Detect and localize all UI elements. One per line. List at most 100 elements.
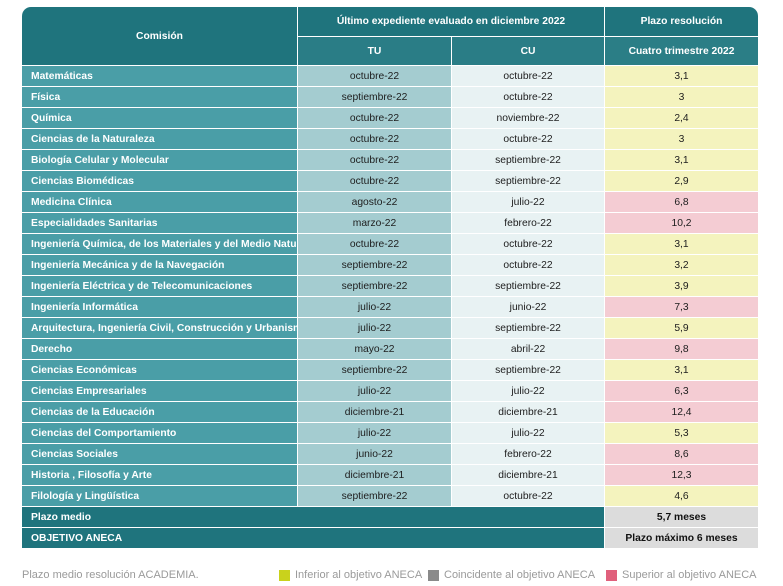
- cu-value: octubre-22: [452, 66, 605, 87]
- plazo-value: 5,9: [605, 318, 758, 339]
- header-plazo-resolucion: Plazo resolución: [605, 7, 758, 37]
- commission-name: Matemáticas: [22, 66, 298, 87]
- commission-name: Ciencias de la Educación: [22, 402, 298, 423]
- table-row: Ciencias Empresariales julio-22 julio-22 6,…: [22, 381, 758, 402]
- commission-name: Ingeniería Eléctrica y de Telecomunicaci…: [22, 276, 298, 297]
- cu-value: julio-22: [452, 192, 605, 213]
- commission-name: Ingeniería Informática: [22, 297, 298, 318]
- cu-value: septiembre-22: [452, 318, 605, 339]
- table-row: Ingeniería Química, de los Materiales y …: [22, 234, 758, 255]
- plazo-medio-label: Plazo medio: [22, 507, 605, 528]
- tu-value: octubre-22: [298, 171, 452, 192]
- commission-name: Especialidades Sanitarias: [22, 213, 298, 234]
- tu-value: octubre-22: [298, 150, 452, 171]
- header-period: Cuatro trimestre 2022: [605, 37, 758, 66]
- plazo-value: 3: [605, 87, 758, 108]
- header-comision: Comisión: [22, 7, 298, 66]
- legend-label-coincidente: Coincidente al objetivo ANECA: [444, 569, 596, 581]
- plazo-resolucion-table: Comisión Último expediente evaluado en d…: [22, 7, 758, 549]
- commission-name: Medicina Clínica: [22, 192, 298, 213]
- table-row: Especialidades Sanitarias marzo-22 febrero…: [22, 213, 758, 234]
- commission-name: Ciencias Sociales: [22, 444, 298, 465]
- cu-value: julio-22: [452, 423, 605, 444]
- plazo-medio-value: 5,7 meses: [605, 507, 758, 528]
- legend-swatch-inferior: [279, 569, 290, 581]
- commission-name: Física: [22, 87, 298, 108]
- table-row: Ciencias de la Naturaleza octubre-22 octub…: [22, 129, 758, 150]
- tu-value: julio-22: [298, 318, 452, 339]
- commission-name: Ingeniería Química, de los Materiales y …: [22, 234, 298, 255]
- cu-value: octubre-22: [452, 87, 605, 108]
- table-row: Ciencias del Comportamiento julio-22 julio…: [22, 423, 758, 444]
- plazo-value: 3,1: [605, 66, 758, 87]
- cu-value: septiembre-22: [452, 171, 605, 192]
- table-row: Arquitectura, Ingeniería Civil, Construc…: [22, 318, 758, 339]
- commission-name: Ciencias Económicas: [22, 360, 298, 381]
- objetivo-aneca-label: OBJETIVO ANECA: [22, 528, 605, 549]
- cu-value: junio-22: [452, 297, 605, 318]
- tu-value: diciembre-21: [298, 465, 452, 486]
- plazo-value: 3,1: [605, 360, 758, 381]
- header-tu: TU: [298, 37, 452, 66]
- cu-value: diciembre-21: [452, 402, 605, 423]
- cu-value: octubre-22: [452, 255, 605, 276]
- tu-value: octubre-22: [298, 66, 452, 87]
- tu-value: junio-22: [298, 444, 452, 465]
- tu-value: septiembre-22: [298, 486, 452, 507]
- table-row: Ciencias Económicas septiembre-22 septiemb…: [22, 360, 758, 381]
- table-row: Medicina Clínica agosto-22 julio-22 6,8: [22, 192, 758, 213]
- legend-label-inferior: Inferior al objetivo ANECA: [295, 569, 423, 581]
- tu-value: octubre-22: [298, 129, 452, 150]
- cu-value: julio-22: [452, 381, 605, 402]
- commission-name: Historia , Filosofía y Arte: [22, 465, 298, 486]
- tu-value: octubre-22: [298, 234, 452, 255]
- legend-swatch-superior: [606, 569, 617, 581]
- table-row: Ingeniería Mecánica y de la Navegación se…: [22, 255, 758, 276]
- cu-value: diciembre-21: [452, 465, 605, 486]
- commission-name: Ingeniería Mecánica y de la Navegación: [22, 255, 298, 276]
- plazo-value: 5,3: [605, 423, 758, 444]
- plazo-value: 6,8: [605, 192, 758, 213]
- plazo-value: 9,8: [605, 339, 758, 360]
- cu-value: octubre-22: [452, 234, 605, 255]
- table-row: Historia , Filosofía y Arte diciembre-21 d…: [22, 465, 758, 486]
- tu-value: julio-22: [298, 381, 452, 402]
- legend-label-superior: Superior al objetivo ANECA: [622, 569, 757, 581]
- tu-value: agosto-22: [298, 192, 452, 213]
- table-row: Física septiembre-22 octubre-22 3: [22, 87, 758, 108]
- legend-item-inferior: Inferior al objetivo ANECA: [279, 569, 422, 581]
- legend: Plazo medio resolución ACADEMIA. Inferio…: [0, 568, 783, 586]
- tu-value: septiembre-22: [298, 360, 452, 381]
- table-row: Ciencias Sociales junio-22 febrero-22 8,6: [22, 444, 758, 465]
- table-body: Matemáticas octubre-22 octubre-22 3,1 Física…: [22, 66, 758, 507]
- commission-name: Química: [22, 108, 298, 129]
- plazo-value: 3: [605, 129, 758, 150]
- commission-name: Arquitectura, Ingeniería Civil, Construc…: [22, 318, 298, 339]
- commission-name: Ciencias Empresariales: [22, 381, 298, 402]
- tu-value: octubre-22: [298, 108, 452, 129]
- plazo-value: 12,3: [605, 465, 758, 486]
- cu-value: octubre-22: [452, 486, 605, 507]
- table-row: Biología Celular y Molecular octubre-22 se…: [22, 150, 758, 171]
- cu-value: septiembre-22: [452, 150, 605, 171]
- tu-value: septiembre-22: [298, 255, 452, 276]
- commission-name: Biología Celular y Molecular: [22, 150, 298, 171]
- plazo-value: 2,9: [605, 171, 758, 192]
- header-cu: CU: [452, 37, 605, 66]
- legend-item-superior: Superior al objetivo ANECA: [606, 569, 757, 581]
- plazo-value: 3,1: [605, 150, 758, 171]
- plazo-value: 3,2: [605, 255, 758, 276]
- cu-value: octubre-22: [452, 129, 605, 150]
- plazo-value: 6,3: [605, 381, 758, 402]
- table-row: Ciencias de la Educación diciembre-21 dici…: [22, 402, 758, 423]
- commission-name: Ciencias de la Naturaleza: [22, 129, 298, 150]
- plazo-value: 8,6: [605, 444, 758, 465]
- plazo-value: 4,6: [605, 486, 758, 507]
- cu-value: septiembre-22: [452, 360, 605, 381]
- tu-value: julio-22: [298, 297, 452, 318]
- plazo-value: 3,1: [605, 234, 758, 255]
- tu-value: septiembre-22: [298, 276, 452, 297]
- table-row: Química octubre-22 noviembre-22 2,4: [22, 108, 758, 129]
- legend-caption: Plazo medio resolución ACADEMIA.: [22, 569, 199, 581]
- commission-name: Ciencias Biomédicas: [22, 171, 298, 192]
